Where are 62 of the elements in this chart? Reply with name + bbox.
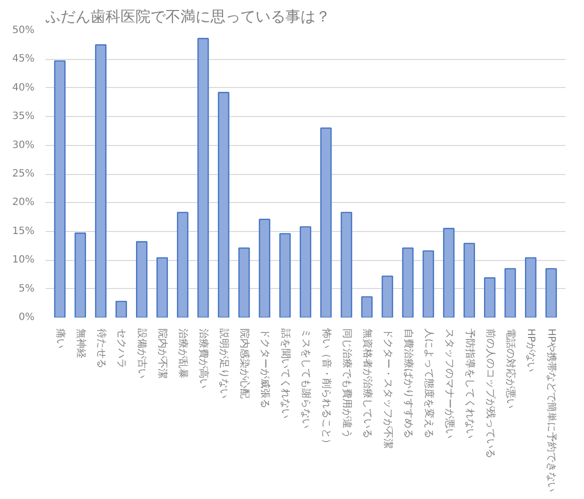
bar <box>279 233 291 318</box>
bar <box>156 257 168 318</box>
bar <box>382 276 394 318</box>
y-tick-label: 10% <box>12 254 35 266</box>
bar <box>238 247 250 318</box>
x-tick-label: スタッフのマナーが悪い <box>443 328 454 438</box>
bar <box>361 296 373 318</box>
x-tick-label: 電話の対応が悪い <box>504 328 517 408</box>
y-tick-label: 50% <box>12 25 35 36</box>
bar <box>300 226 312 318</box>
x-tick-label: ミスをしても謝らない <box>300 328 312 428</box>
bar <box>545 268 557 318</box>
bar <box>176 212 188 318</box>
x-tick-label: 話を聞いてくれない <box>280 328 292 418</box>
y-tick-label: 30% <box>12 140 35 151</box>
x-tick-label: 説明が足りない <box>218 328 230 398</box>
x-tick-label: HPや携帯などで簡単に予約できない <box>546 328 558 492</box>
x-tick-label: 待たせる <box>95 328 108 368</box>
y-tick-label: 15% <box>12 226 35 237</box>
bar <box>402 247 414 318</box>
bar <box>95 44 106 318</box>
bar <box>340 212 352 318</box>
bar <box>524 257 536 318</box>
bar <box>197 38 209 318</box>
y-tick-label: 0% <box>18 312 35 323</box>
bar <box>218 92 230 318</box>
x-tick-label: ドクターが威張る <box>259 328 272 408</box>
y-tick-label: 5% <box>18 283 35 294</box>
bar <box>258 218 270 318</box>
x-tick-label: 設備が古い <box>136 328 148 378</box>
x-tick-label: 前の人のコップが残っている <box>484 328 496 458</box>
x-tick-label: 同じ治療でも費用が違う <box>340 328 353 438</box>
x-tick-label: 治療費が高い <box>198 328 210 388</box>
y-tick-label: 20% <box>12 197 35 208</box>
bar <box>484 277 496 318</box>
x-tick-label: 治療が乱暴 <box>177 328 190 378</box>
x-tick-label: 予防指導をしてくれない <box>464 328 476 438</box>
x-tick-label: 自費治療ばかりすすめる <box>402 328 414 438</box>
x-tick-label: 無資格者が治療している <box>361 328 374 438</box>
y-tick-label: 25% <box>12 168 35 180</box>
bar <box>422 250 434 318</box>
bar <box>136 241 148 318</box>
chart-title: ふだん歯科医院で不満に思っている事は？ <box>44 8 330 26</box>
bar <box>74 232 86 318</box>
x-tick-label: 人によって態度を変える <box>422 328 435 438</box>
x-tick-label: ドクター・スタッフが不潔 <box>382 328 394 448</box>
x-tick-label: セクハラ <box>116 328 127 368</box>
bar <box>54 60 66 318</box>
y-tick-label: 45% <box>12 54 35 65</box>
bar <box>504 268 516 318</box>
y-tick-label: 35% <box>12 111 35 122</box>
bar <box>320 127 332 318</box>
bar <box>443 228 455 318</box>
x-tick-label: 怖い（音・削られること） <box>320 328 332 448</box>
x-tick-label: 痛い <box>54 328 66 348</box>
y-tick-label: 40% <box>12 82 35 94</box>
x-tick-label: HPがない <box>525 328 536 372</box>
x-tick-label: 院内が不潔 <box>156 328 169 378</box>
bar <box>464 242 475 318</box>
x-tick-label: 無神経 <box>74 328 87 358</box>
bar <box>116 300 127 318</box>
x-tick-label: 院内感染が心配 <box>238 328 251 398</box>
